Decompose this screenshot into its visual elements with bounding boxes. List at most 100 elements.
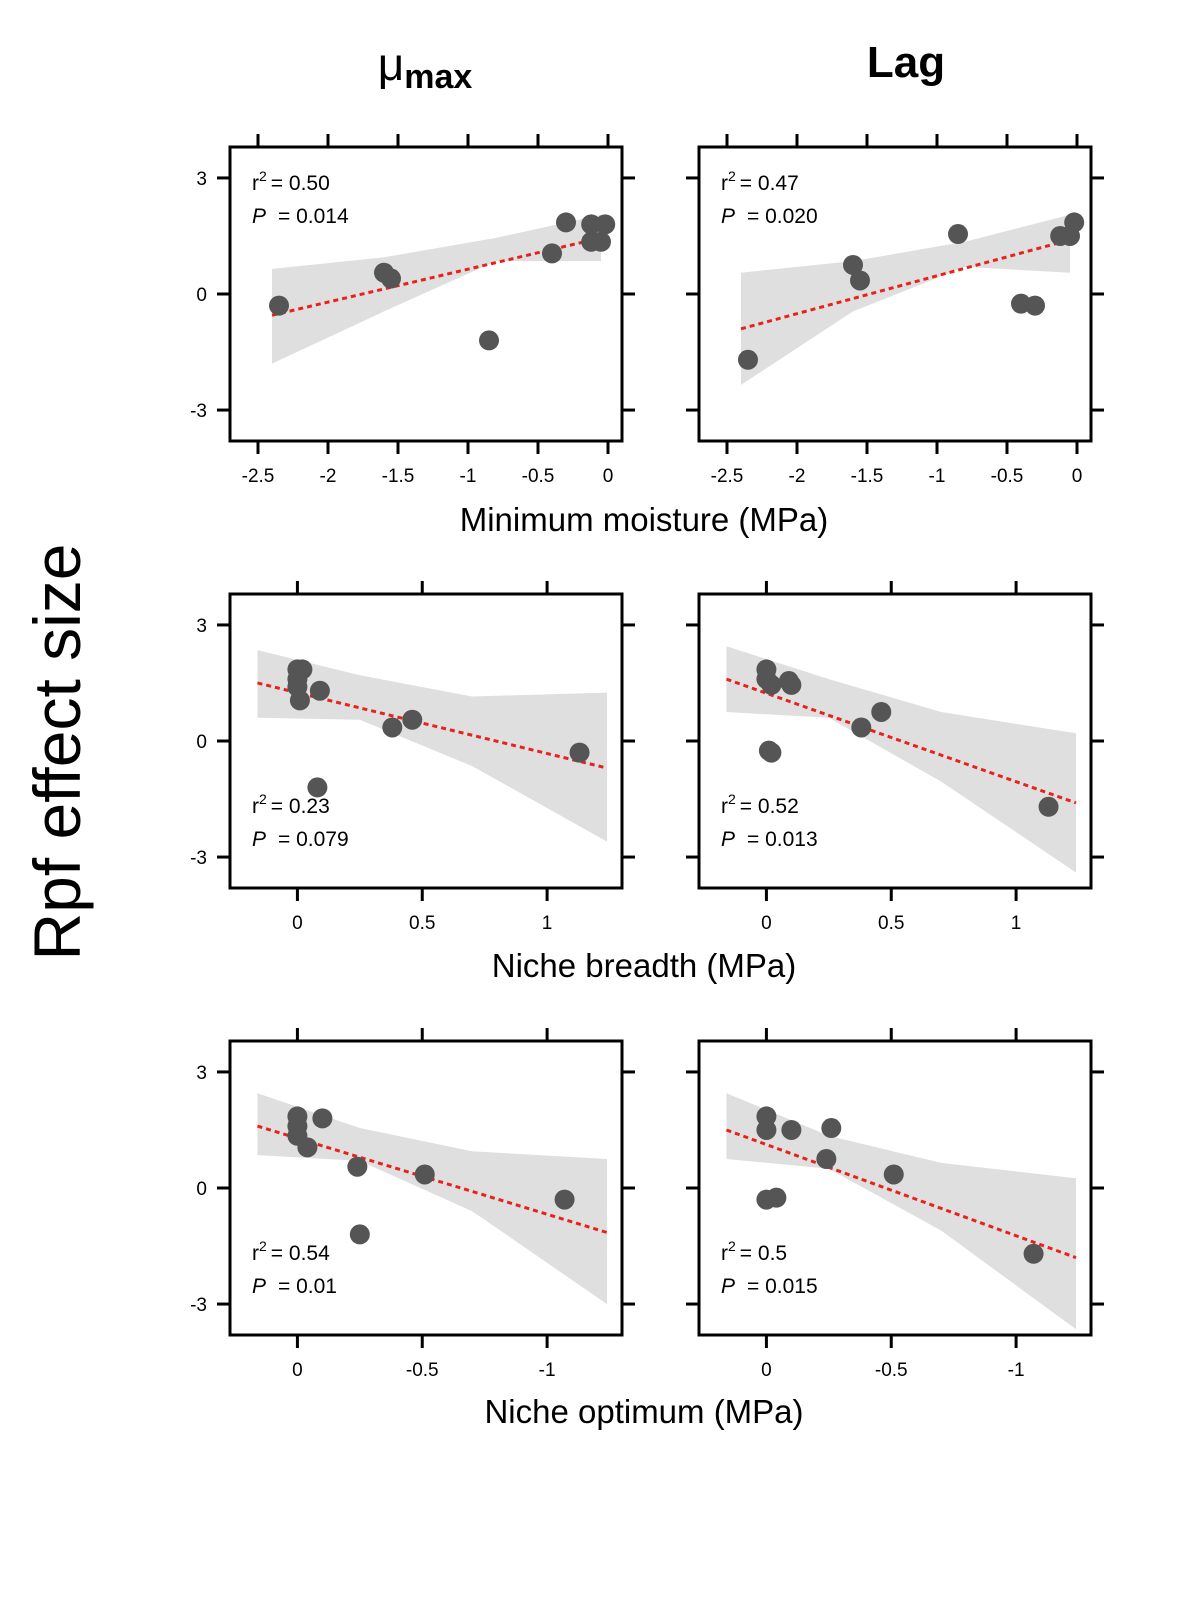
r-squared-symbol: r [721,1242,728,1265]
data-point [349,1224,370,1245]
panel-r2-c1: 0 -0.5 -1r2 = 0.5P = 0.015 [686,1028,1104,1381]
panel-r0-c1: -2.5 -2 -1.5 -1 -0.5 0r2 = 0.47P = 0.020 [686,134,1104,487]
data-point [1025,295,1045,316]
data-point [591,231,611,252]
column-title-lag: Lag [867,38,945,87]
data-point [871,701,892,722]
r-squared-symbol: r [721,172,728,195]
r-squared-symbol: r [252,1242,259,1265]
x-tick-label: -1 [929,466,946,487]
data-point [1023,1243,1044,1264]
data-point [402,709,423,730]
x-tick-label: -1 [539,1360,556,1381]
x-tick-label: 0.5 [878,913,904,934]
r-squared-exponent: 2 [728,168,736,184]
data-point [843,254,863,275]
x-tick-label: -1 [460,466,477,487]
y-tick-label: -3 [190,401,207,422]
data-point [1064,212,1085,233]
y-tick-label: 0 [196,1179,207,1200]
p-value-value: = 0.01 [278,1275,337,1298]
r-squared-annotation: r2 = 0.47 [721,168,799,195]
r-squared-symbol: r [252,172,259,195]
confidence-band [272,214,601,364]
p-value-annotation: P = 0.01 [252,1275,337,1298]
r-squared-annotation: r2 = 0.5 [721,1238,787,1265]
r-squared-annotation: r2 = 0.50 [252,168,330,195]
r-squared-symbol: r [721,795,728,818]
p-value-symbol: P [252,1275,266,1298]
data-point [382,717,403,738]
confidence-band [726,1093,1076,1330]
data-point [756,1119,777,1140]
x-tick-label: -1 [1008,1360,1025,1381]
data-point [414,1164,435,1185]
r-squared-symbol: r [252,795,259,818]
r-squared-value: = 0.54 [271,1242,330,1265]
p-value-value: = 0.020 [747,205,818,228]
x-tick-label: -0.5 [991,466,1024,487]
y-tick-label: 3 [196,169,207,190]
r-squared-value: = 0.5 [740,1242,787,1265]
data-point [479,330,499,351]
p-value-value: = 0.015 [747,1275,818,1298]
y-tick-label: -3 [190,1295,207,1316]
p-value-symbol: P [721,828,735,851]
data-point [781,674,802,695]
r-squared-value: = 0.50 [271,172,330,195]
panel-grid: -2.5 -2 -1.5 -1 -0.5 030-3r2 = 0.50P = 0.014-2.… [190,134,1104,1381]
x-tick-label: 0 [292,1360,303,1381]
r-squared-value: = 0.23 [271,795,330,818]
x-tick-label: 0 [761,913,772,934]
panel-r1-c1: 0 0.5 1 r2 = 0.52 P = 0.013 [686,581,1104,934]
x-tick-label: 1 [1011,913,1022,934]
data-point [851,717,872,738]
p-value-symbol: P [252,828,266,851]
r-squared-annotation: r2 = 0.52 [721,791,799,818]
y-tick-label: -3 [190,848,207,869]
p-value-value: = 0.013 [747,828,818,851]
regression-line [725,1128,1077,1260]
x-tick-label: 0 [603,466,614,487]
x-tick-label: 0 [1072,466,1083,487]
regression-line [257,681,608,770]
x-tick-label: -2 [320,466,337,487]
x-tick-label: -0.5 [406,1360,439,1381]
y-tick-label: 0 [196,285,207,306]
data-point [269,295,289,316]
p-value-annotation: P = 0.020 [721,205,818,228]
data-point [556,212,576,233]
data-point [347,1156,368,1177]
panel-r1-c0: 0 0.5 130-3r2 = 0.23P = 0.079 [190,581,635,934]
data-point [766,1187,787,1208]
data-point [312,1108,333,1129]
x-tick-label: -2.5 [242,466,275,487]
data-point [309,680,330,701]
r-squared-annotation: r2 = 0.54 [252,1238,330,1265]
panel-r2-c0: 0 -0.5 -130-3r2 = 0.54P = 0.01 [190,1028,635,1381]
x-tick-label: -0.5 [875,1360,908,1381]
confidence-band [741,214,1070,385]
p-value-symbol: P [252,205,266,228]
p-value-value: = 0.079 [278,828,349,851]
x-axis-title-niche-breadth: Niche breadth (MPa) [492,947,796,984]
x-axis-title-niche-optimum: Niche optimum (MPa) [484,1393,803,1430]
data-point [381,268,401,289]
r-squared-annotation: r2 = 0.23 [252,791,330,818]
p-value-annotation: P = 0.014 [252,205,349,228]
x-tick-label: 0 [761,1360,772,1381]
x-tick-label: -2 [789,466,806,487]
data-point [816,1148,837,1169]
y-tick-label: 3 [196,616,207,637]
x-tick-label: 0.5 [409,913,435,934]
data-point [569,742,590,763]
regression-line [740,238,1071,331]
panel-r0-c0: -2.5 -2 -1.5 -1 -0.5 030-3r2 = 0.50P = 0.014 [190,134,635,487]
data-point [554,1189,575,1210]
column-title-mu-max: μmax [378,38,473,96]
r-squared-exponent: 2 [259,1238,267,1254]
data-point [542,243,562,264]
data-point [761,742,782,763]
x-tick-label: 1 [542,913,553,934]
p-value-value: = 0.014 [278,205,349,228]
